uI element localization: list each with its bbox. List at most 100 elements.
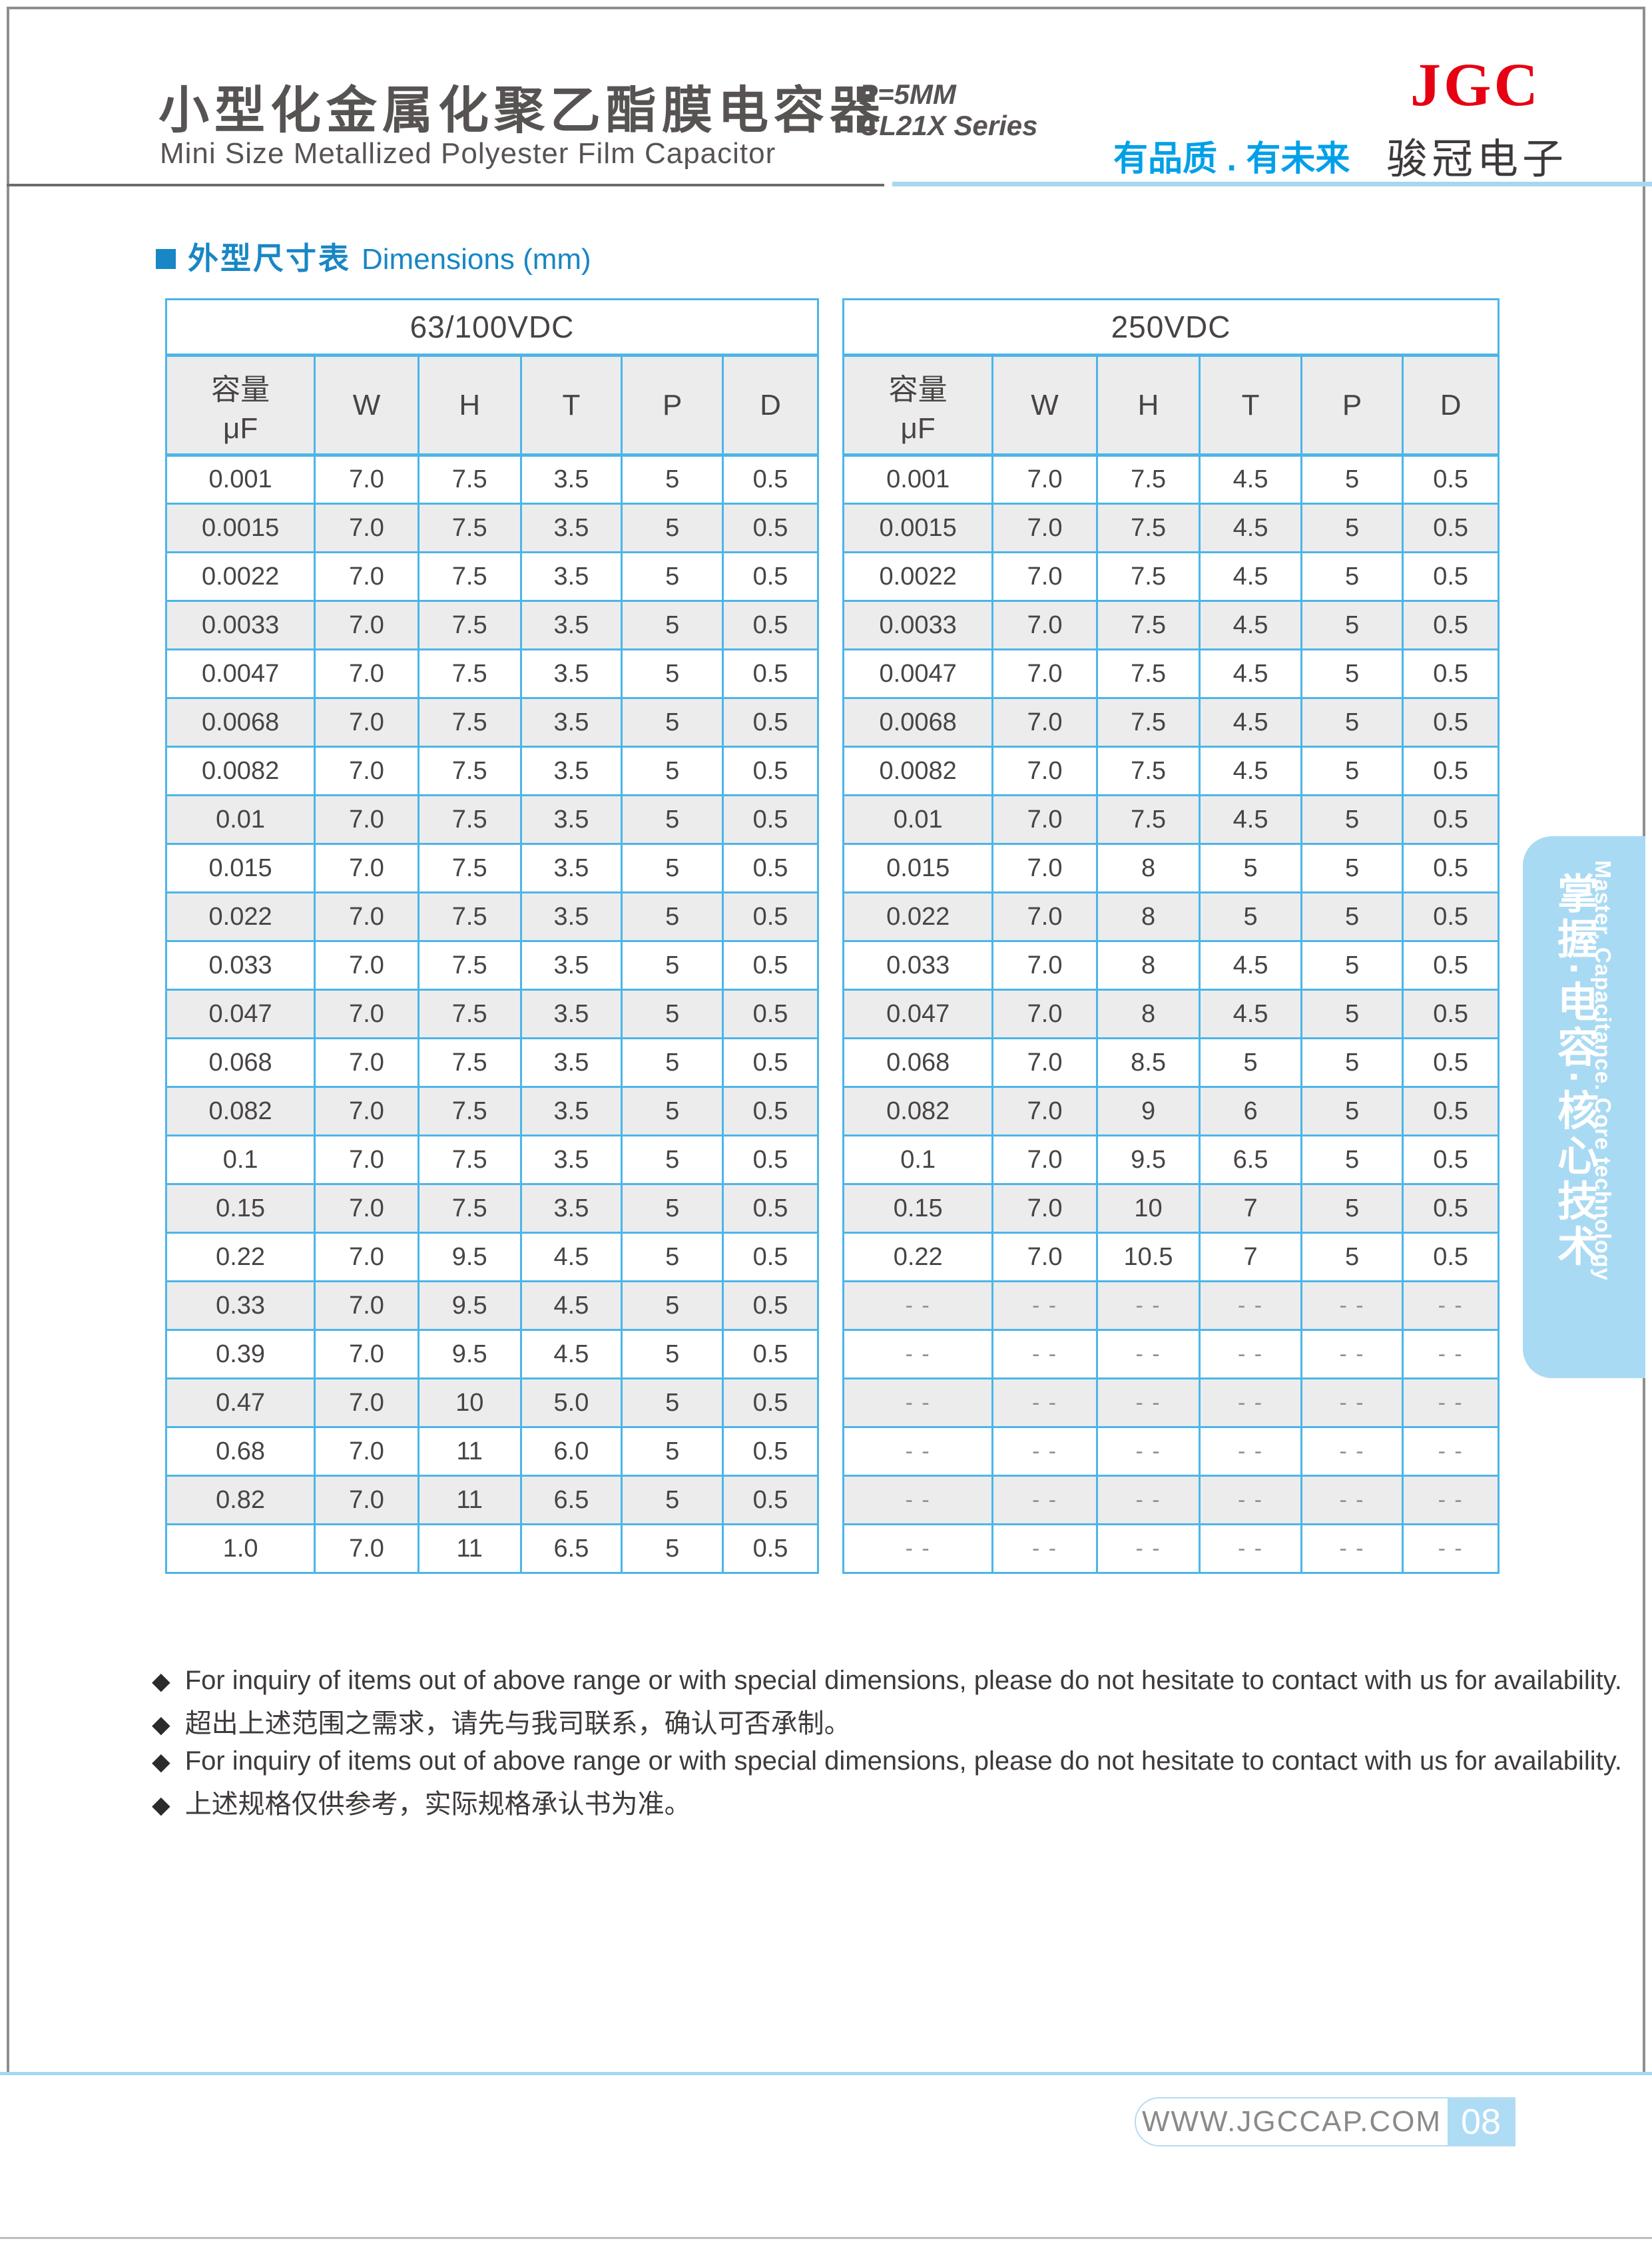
table-row: 0.068 7.0 8.5 5 5 0.5 (842, 1037, 1500, 1088)
table-cell: 4.5 (1199, 989, 1302, 1039)
table-cell: 0.5 (1402, 1037, 1500, 1088)
footer-divider (0, 2072, 1652, 2075)
table-cell: 0.5 (722, 1426, 819, 1477)
column-header-p: P (621, 354, 724, 457)
table-cell: 7.5 (1095, 648, 1201, 699)
table-cell: 7.5 (1095, 503, 1201, 553)
table-cell: 0.047 (164, 989, 316, 1039)
table-cell: 7.5 (1095, 454, 1201, 505)
table-row: - -- -- -- -- -- - (842, 1475, 1500, 1525)
table-row: 0.033 7.0 7.5 3.5 5 0.5 (164, 940, 819, 991)
table-cell: 0.0047 (164, 648, 316, 699)
table-cell: 5 (621, 1329, 724, 1379)
table-row: 0.047 7.0 8 4.5 5 0.5 (842, 989, 1500, 1039)
table-row: 0.022 7.0 8 5 5 0.5 (842, 891, 1500, 942)
table-cell: 7.0 (314, 989, 419, 1039)
table-row: 1.0 7.0 11 6.5 5 0.5 (164, 1523, 819, 1574)
table-cell: - - (1300, 1377, 1404, 1428)
table-cell: - - (1095, 1329, 1201, 1379)
table-cell: 7.5 (417, 940, 522, 991)
table-cell: 4.5 (1199, 697, 1302, 748)
table-cell: - - (1199, 1523, 1302, 1574)
table-cell: 3.5 (519, 746, 623, 796)
table-row: 0.0047 7.0 7.5 3.5 5 0.5 (164, 648, 819, 699)
table-cell: 7.0 (991, 503, 1098, 553)
table-cell: 10.5 (1095, 1232, 1201, 1282)
table-cell: 7.0 (314, 1086, 419, 1136)
table-cell: 0.5 (1402, 600, 1500, 650)
table-cell: 0.5 (722, 891, 819, 942)
column-header-h: H (417, 354, 522, 457)
table-cell: - - (991, 1523, 1098, 1574)
table-cell: 7.0 (314, 1377, 419, 1428)
table-cell: 0.5 (1402, 648, 1500, 699)
table-row: 0.022 7.0 7.5 3.5 5 0.5 (164, 891, 819, 942)
table-cell: 5 (621, 940, 724, 991)
table-cell: 0.5 (722, 1475, 819, 1525)
table-cell: 5 (621, 551, 724, 602)
table-cell: 5 (621, 1280, 724, 1331)
table-cell: - - (1095, 1475, 1201, 1525)
table-cell: 0.015 (842, 843, 994, 893)
table-cell: 7.0 (991, 843, 1098, 893)
table-cell: 5 (621, 1475, 724, 1525)
table-cell: 7.0 (991, 1086, 1098, 1136)
table-cell: 0.33 (164, 1280, 316, 1331)
table-cell: 5 (621, 1183, 724, 1234)
table-cell: 7.0 (314, 794, 419, 845)
page-border-top (7, 7, 1645, 9)
table-cell: 7 (1199, 1232, 1302, 1282)
table-cell: 0.5 (722, 1183, 819, 1234)
table-cell: - - (1402, 1329, 1500, 1379)
table-cell: 4.5 (1199, 794, 1302, 845)
table-cell: 0.5 (722, 697, 819, 748)
table-cell: - - (1300, 1280, 1404, 1331)
note-item: ◆ For inquiry of items out of above range… (152, 1666, 1622, 1696)
table-row: 0.22 7.0 9.5 4.5 5 0.5 (164, 1232, 819, 1282)
section-marker-icon (156, 249, 176, 269)
table-row: 0.0033 7.0 7.5 4.5 5 0.5 (842, 600, 1500, 650)
table-cell: 3.5 (519, 551, 623, 602)
table-cell: 1.0 (164, 1523, 316, 1574)
table-cell: 10 (1095, 1183, 1201, 1234)
section-title-cn: 外型尺寸表 (188, 241, 351, 276)
table-cell: 0.5 (1402, 551, 1500, 602)
table-cell: 0.5 (1402, 843, 1500, 893)
table-cell: 7.0 (314, 1134, 419, 1185)
table-cell: 7.0 (991, 551, 1098, 602)
table-cell: 0.0082 (164, 746, 316, 796)
table-cell: - - (1199, 1280, 1302, 1331)
table-cell: 5 (1300, 503, 1404, 553)
table-row: 0.1 7.0 7.5 3.5 5 0.5 (164, 1134, 819, 1185)
table-cell: - - (1095, 1426, 1201, 1477)
table-cell: 6.5 (1199, 1134, 1302, 1185)
voltage-header: 250VDC (842, 298, 1500, 357)
table-cell: 3.5 (519, 1037, 623, 1088)
table-cell: 7.5 (417, 1134, 522, 1185)
table-cell: 0.5 (722, 794, 819, 845)
footer-website-pill: WWW.JGCCAP.COM 08 (1135, 2097, 1515, 2146)
table-cell: 0.5 (1402, 940, 1500, 991)
table-cell: 5 (621, 1037, 724, 1088)
table-cell: 9.5 (417, 1329, 522, 1379)
table-cell: 7.0 (991, 940, 1098, 991)
page-border-left (7, 7, 9, 2075)
table-cell: 0.5 (1402, 1183, 1500, 1234)
table-cell: 7.0 (991, 648, 1098, 699)
table-cell: 7.5 (1095, 746, 1201, 796)
table-row: 0.0033 7.0 7.5 3.5 5 0.5 (164, 600, 819, 650)
table-row: 0.47 7.0 10 5.0 5 0.5 (164, 1377, 819, 1428)
table-row: 0.047 7.0 7.5 3.5 5 0.5 (164, 989, 819, 1039)
table-row: 0.001 7.0 7.5 3.5 5 0.5 (164, 454, 819, 505)
table-cell: 7.0 (991, 454, 1098, 505)
table-cell: 7.5 (417, 1086, 522, 1136)
table-cell: 11 (417, 1523, 522, 1574)
table-cell: 0.5 (722, 503, 819, 553)
table-cell: 0.001 (164, 454, 316, 505)
table-cell: 0.5 (722, 1280, 819, 1331)
table-cell: 5 (621, 1426, 724, 1477)
table-cell: 5.0 (519, 1377, 623, 1428)
table-row: 0.082 7.0 9 6 5 0.5 (842, 1086, 1500, 1136)
table-cell: 0.5 (722, 600, 819, 650)
table-cell: 7.5 (1095, 697, 1201, 748)
